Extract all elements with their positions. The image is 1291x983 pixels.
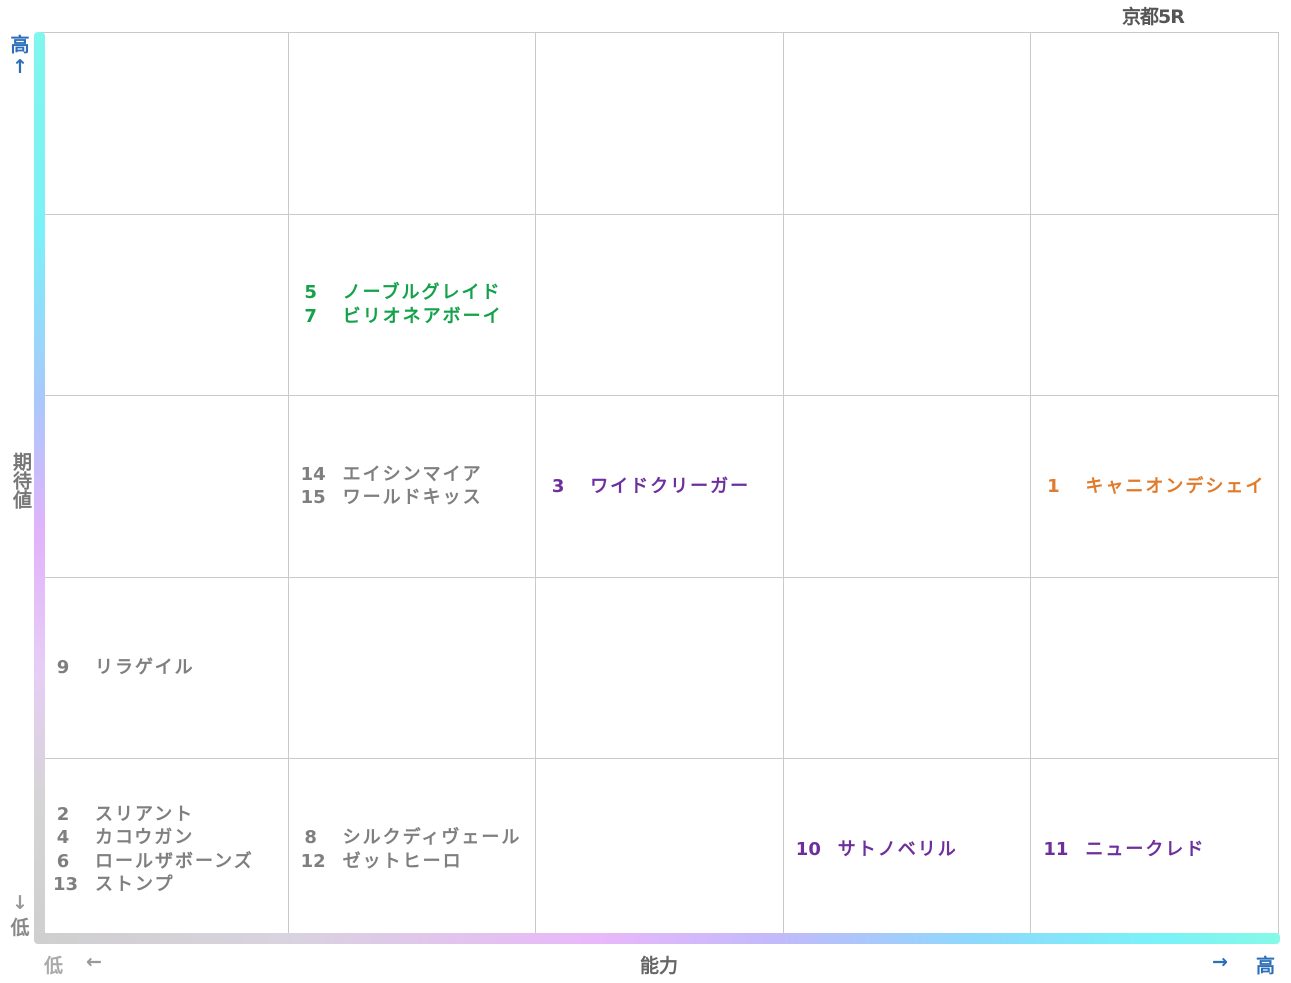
grid-cell: [783, 395, 1032, 577]
horse-name: キャニオンデシェイ: [1085, 475, 1266, 497]
horse-name: エイシンマイア: [342, 463, 483, 485]
y-axis-high-label: 高: [10, 34, 30, 56]
horse-entry: 15 ワールドキッス: [301, 486, 530, 510]
x-axis-title: 能力: [640, 955, 679, 977]
grid-cell: [1031, 213, 1279, 396]
grid-cell: 8 シルクディヴェール 12 ゼットヒーロ: [288, 758, 537, 940]
horse-entry: 9 リラゲイル: [53, 656, 282, 680]
grid-cell: 1 キャニオンデシェイ: [1031, 395, 1279, 577]
cell-horse-list: 8 シルクディヴェール 12 ゼットヒーロ: [301, 759, 530, 940]
grid-cell: 2 スリアント 4 カコウガン 6 ロールザボーンズ 13 ストンプ: [41, 758, 289, 940]
grid-cell: [1031, 576, 1279, 759]
horse-entry: 1 キャニオンデシェイ: [1043, 475, 1272, 499]
horse-name: ニュークレド: [1085, 838, 1206, 860]
y-axis-gradient-bar: [34, 32, 45, 942]
horse-entry: 6 ロールザボーンズ: [53, 850, 282, 874]
horse-number: 14: [300, 463, 326, 485]
grid-cell: [536, 758, 784, 940]
horse-entry: 3 ワイドクリーガー: [548, 475, 777, 499]
horse-number: 9: [56, 657, 70, 679]
horse-number: 11: [1043, 838, 1069, 860]
grid-cell: [41, 395, 289, 577]
grid-cell: 10 サトノベリル: [783, 758, 1032, 940]
horse-name: ビリオネアボーイ: [342, 305, 503, 327]
up-arrow-icon: ↑: [12, 56, 28, 78]
cell-horse-list: 10 サトノベリル: [796, 759, 1025, 940]
horse-entry: 4 カコウガン: [53, 826, 282, 850]
cell-horse-list: 9 リラゲイル: [53, 578, 282, 759]
horse-entry: 2 スリアント: [53, 803, 282, 827]
horse-name: シルクディヴェール: [342, 827, 522, 849]
cell-horse-list: 1 キャニオンデシェイ: [1043, 396, 1272, 577]
horse-entry: 7 ビリオネアボーイ: [301, 305, 530, 329]
grid-cell: [783, 213, 1032, 396]
horse-name: ストンプ: [95, 874, 175, 896]
horse-number: 4: [56, 827, 70, 849]
horse-number: 2: [56, 803, 70, 825]
horse-number: 10: [795, 838, 821, 860]
horse-number: 15: [300, 487, 326, 509]
horse-name: ゼットヒーロ: [342, 850, 463, 872]
cell-horse-list: 2 スリアント 4 カコウガン 6 ロールザボーンズ 13 ストンプ: [53, 759, 282, 940]
horse-entry: 14 エイシンマイア: [301, 463, 530, 487]
x-axis-high-label: 高: [1256, 955, 1276, 977]
x-axis-low-label: 低: [44, 955, 64, 977]
grid-cell: [41, 32, 289, 214]
race-title: 京都5R: [1122, 6, 1185, 28]
horse-number: 5: [304, 282, 317, 304]
left-arrow-icon: ←: [86, 951, 102, 973]
grid-cell: [41, 213, 289, 396]
grid-cell: [536, 213, 784, 396]
horse-name: スリアント: [95, 803, 195, 825]
horse-number: 1: [1047, 475, 1060, 497]
grid-cell: [783, 32, 1032, 214]
grid-cell: [288, 576, 537, 759]
chart-grid: 2 スリアント 4 カコウガン 6 ロールザボーンズ 13 ストンプ 8 シルクディヴェール 12 ゼ…: [41, 32, 1279, 940]
horse-entry: 10 サトノベリル: [796, 838, 1025, 862]
horse-name: リラゲイル: [95, 657, 195, 679]
horse-number: 6: [56, 850, 70, 872]
grid-cell: 3 ワイドクリーガー: [536, 395, 784, 577]
down-arrow-icon: ↓: [12, 892, 28, 914]
horse-name: ワールドキッス: [342, 487, 483, 509]
horse-name: カコウガン: [95, 827, 195, 849]
grid-cell: 14 エイシンマイア 15 ワールドキッス: [288, 395, 537, 577]
horse-number: 8: [304, 827, 317, 849]
horse-name: ワイドクリーガー: [590, 475, 751, 497]
grid-cell: 5 ノーブルグレイド 7 ビリオネアボーイ: [288, 213, 537, 396]
horse-name: ノーブルグレイド: [342, 282, 502, 304]
cell-horse-list: 5 ノーブルグレイド 7 ビリオネアボーイ: [301, 215, 530, 396]
y-axis-title: 期待値: [10, 452, 32, 509]
horse-number: 3: [551, 475, 565, 497]
horse-number: 7: [304, 305, 317, 327]
grid-cell: 11 ニュークレド: [1031, 758, 1279, 940]
grid-cell: [783, 576, 1032, 759]
horse-entry: 11 ニュークレド: [1043, 838, 1272, 862]
horse-entry: 13 ストンプ: [53, 873, 282, 897]
y-axis-low-label: 低: [10, 917, 30, 939]
right-arrow-icon: →: [1212, 951, 1228, 973]
grid-cell: [288, 32, 537, 214]
grid-cell: [1031, 32, 1279, 214]
cell-horse-list: 3 ワイドクリーガー: [548, 396, 777, 577]
horse-name: サトノベリル: [837, 838, 958, 860]
horse-number: 13: [53, 874, 79, 896]
horse-name: ロールザボーンズ: [95, 850, 254, 872]
cell-horse-list: 14 エイシンマイア 15 ワールドキッス: [301, 396, 530, 577]
horse-entry: 12 ゼットヒーロ: [301, 850, 530, 874]
grid-cell: [536, 576, 784, 759]
horse-entry: 8 シルクディヴェール: [301, 826, 530, 850]
horse-entry: 5 ノーブルグレイド: [301, 281, 530, 305]
horse-number: 12: [300, 850, 326, 872]
cell-horse-list: 11 ニュークレド: [1043, 759, 1272, 940]
grid-cell: 9 リラゲイル: [41, 576, 289, 759]
x-axis-gradient-bar: [34, 933, 1280, 944]
grid-cell: [536, 32, 784, 214]
